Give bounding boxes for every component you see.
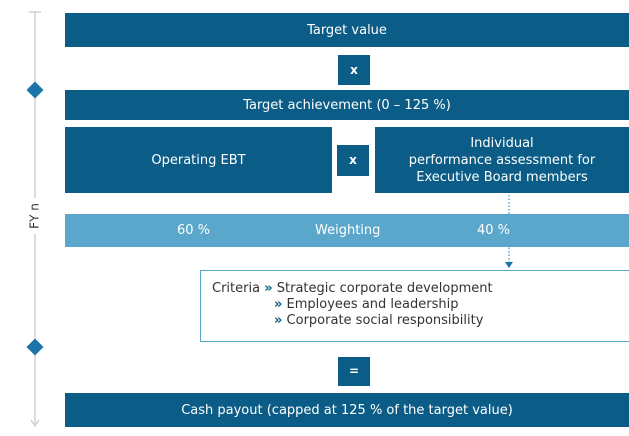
operator: x: [337, 145, 369, 176]
milestone: [26, 81, 44, 99]
criteria-item: Employees and leadership: [286, 297, 459, 312]
connector-arrow: [505, 262, 513, 268]
weight-left: 60 %: [177, 223, 211, 238]
cash-payout: Cash payout (capped at 125 % of the targ…: [65, 393, 629, 427]
operator: x: [338, 55, 370, 85]
individual-assessment: Individual performance assessment for Ex…: [375, 127, 629, 193]
text-line: Individual: [470, 135, 534, 151]
criteria-row: » Corporate social responsibility: [212, 313, 629, 329]
target-achievement: Target achievement (0 – 125 %): [65, 90, 629, 120]
criteria-item: Corporate social responsibility: [286, 313, 484, 328]
label-bg: [22, 198, 48, 234]
criteria-label: Criteria: [212, 281, 261, 296]
bullet: »: [274, 297, 283, 312]
criteria-item: Strategic corporate development: [276, 281, 493, 296]
milestone: [26, 338, 44, 356]
timeline-label: FY n: [28, 203, 42, 229]
text-line: Executive Board members: [416, 169, 588, 185]
weight-label: Weighting: [315, 223, 381, 238]
operating-ebt: Operating EBT: [65, 127, 332, 193]
criteria-row: » Employees and leadership: [212, 297, 629, 313]
operator: =: [338, 357, 370, 386]
criteria-box: Criteria » Strategic corporate developme…: [200, 270, 629, 342]
bullet: »: [274, 313, 283, 328]
weighting-bar: 60 % Weighting 40 %: [65, 214, 629, 247]
criteria-row: Criteria » Strategic corporate developme…: [212, 281, 629, 297]
bullet: »: [264, 281, 273, 296]
target-value: Target value: [65, 13, 629, 47]
timeline-arrow: [30, 419, 40, 427]
weight-right: 40 %: [477, 223, 511, 238]
text-line: performance assessment for: [408, 152, 596, 168]
